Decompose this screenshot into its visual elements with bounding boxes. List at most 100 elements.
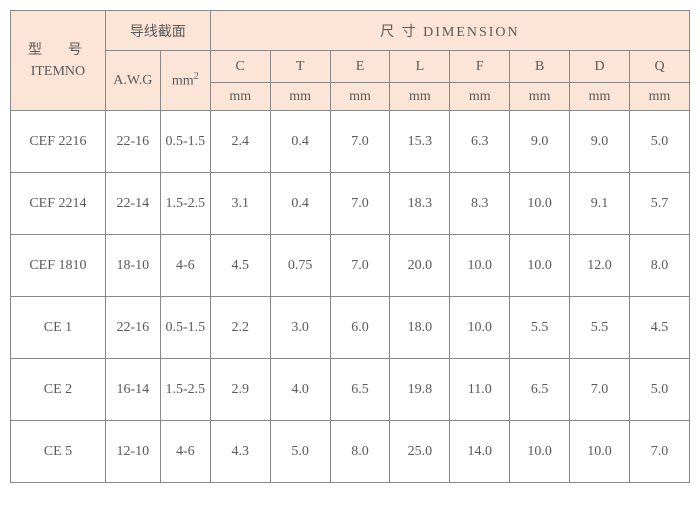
cell-dim: 10.0 <box>570 421 630 483</box>
cell-mm2: 1.5-2.5 <box>160 359 210 421</box>
cell-dim: 7.0 <box>570 359 630 421</box>
cell-dim: 5.7 <box>630 173 690 235</box>
header-unit-E: mm <box>330 83 390 111</box>
cell-dim: 15.3 <box>390 111 450 173</box>
cell-dim: 5.0 <box>630 359 690 421</box>
cell-dim: 6.0 <box>330 297 390 359</box>
cell-dim: 18.3 <box>390 173 450 235</box>
cell-item: CE 1 <box>11 297 106 359</box>
cell-dim: 25.0 <box>390 421 450 483</box>
header-model: 型 号 ITEMNO <box>11 11 106 111</box>
header-dim-E: E <box>330 51 390 83</box>
cell-dim: 10.0 <box>450 297 510 359</box>
cell-mm2: 4-6 <box>160 421 210 483</box>
header-wire-section: 导线截面 <box>105 11 210 51</box>
cell-dim: 8.3 <box>450 173 510 235</box>
cell-dim: 10.0 <box>510 421 570 483</box>
header-awg: A.W.G <box>105 51 160 111</box>
cell-mm2: 1.5-2.5 <box>160 173 210 235</box>
header-model-cn: 型 号 <box>11 40 105 61</box>
header-mm2-text: mm <box>172 74 194 89</box>
cell-mm2: 0.5-1.5 <box>160 297 210 359</box>
cell-dim: 10.0 <box>510 173 570 235</box>
table-row: CE 216-141.5-2.52.94.06.519.811.06.57.05… <box>11 359 690 421</box>
cell-awg: 12-10 <box>105 421 160 483</box>
header-dim-B: B <box>510 51 570 83</box>
table-body: CEF 221622-160.5-1.52.40.47.015.36.39.09… <box>11 111 690 483</box>
cell-awg: 22-14 <box>105 173 160 235</box>
header-dim-L: L <box>390 51 450 83</box>
cell-dim: 9.0 <box>570 111 630 173</box>
cell-awg: 16-14 <box>105 359 160 421</box>
cell-item: CE 2 <box>11 359 106 421</box>
header-model-en: ITEMNO <box>11 61 105 82</box>
cell-dim: 5.5 <box>570 297 630 359</box>
header-unit-C: mm <box>210 83 270 111</box>
cell-dim: 5.5 <box>510 297 570 359</box>
header-row-2: A.W.G mm2 C T E L F B D Q <box>11 51 690 83</box>
cell-dim: 6.5 <box>510 359 570 421</box>
table-row: CEF 221622-160.5-1.52.40.47.015.36.39.09… <box>11 111 690 173</box>
cell-dim: 0.75 <box>270 235 330 297</box>
cell-dim: 4.3 <box>210 421 270 483</box>
header-dim-C: C <box>210 51 270 83</box>
header-unit-T: mm <box>270 83 330 111</box>
cell-dim: 8.0 <box>630 235 690 297</box>
cell-mm2: 4-6 <box>160 235 210 297</box>
spec-table-container: 型 号 ITEMNO 导线截面 尺 寸 DIMENSION A.W.G mm2 … <box>10 10 690 483</box>
cell-dim: 3.1 <box>210 173 270 235</box>
cell-dim: 2.4 <box>210 111 270 173</box>
cell-dim: 2.9 <box>210 359 270 421</box>
cell-dim: 4.5 <box>210 235 270 297</box>
header-dim-D: D <box>570 51 630 83</box>
cell-dim: 9.0 <box>510 111 570 173</box>
table-row: CE 122-160.5-1.52.23.06.018.010.05.55.54… <box>11 297 690 359</box>
cell-dim: 0.4 <box>270 173 330 235</box>
cell-mm2: 0.5-1.5 <box>160 111 210 173</box>
cell-dim: 4.0 <box>270 359 330 421</box>
cell-dim: 20.0 <box>390 235 450 297</box>
cell-dim: 7.0 <box>630 421 690 483</box>
cell-item: CEF 2214 <box>11 173 106 235</box>
header-dim-T: T <box>270 51 330 83</box>
cell-item: CEF 2216 <box>11 111 106 173</box>
cell-dim: 0.4 <box>270 111 330 173</box>
table-header: 型 号 ITEMNO 导线截面 尺 寸 DIMENSION A.W.G mm2 … <box>11 11 690 111</box>
cell-dim: 2.2 <box>210 297 270 359</box>
spec-table: 型 号 ITEMNO 导线截面 尺 寸 DIMENSION A.W.G mm2 … <box>10 10 690 483</box>
cell-dim: 6.3 <box>450 111 510 173</box>
header-unit-F: mm <box>450 83 510 111</box>
cell-dim: 19.8 <box>390 359 450 421</box>
cell-item: CEF 1810 <box>11 235 106 297</box>
header-dimension: 尺 寸 DIMENSION <box>210 11 689 51</box>
header-mm2: mm2 <box>160 51 210 111</box>
cell-dim: 4.5 <box>630 297 690 359</box>
header-unit-D: mm <box>570 83 630 111</box>
cell-dim: 14.0 <box>450 421 510 483</box>
cell-dim: 9.1 <box>570 173 630 235</box>
header-mm2-sup: 2 <box>194 71 199 82</box>
cell-dim: 5.0 <box>270 421 330 483</box>
cell-awg: 18-10 <box>105 235 160 297</box>
cell-dim: 5.0 <box>630 111 690 173</box>
table-row: CE 512-104-64.35.08.025.014.010.010.07.0 <box>11 421 690 483</box>
cell-dim: 7.0 <box>330 111 390 173</box>
header-dim-Q: Q <box>630 51 690 83</box>
header-unit-Q: mm <box>630 83 690 111</box>
cell-awg: 22-16 <box>105 297 160 359</box>
header-row-1: 型 号 ITEMNO 导线截面 尺 寸 DIMENSION <box>11 11 690 51</box>
cell-dim: 3.0 <box>270 297 330 359</box>
cell-dim: 18.0 <box>390 297 450 359</box>
cell-dim: 10.0 <box>510 235 570 297</box>
header-dim-F: F <box>450 51 510 83</box>
cell-dim: 7.0 <box>330 235 390 297</box>
cell-dim: 11.0 <box>450 359 510 421</box>
cell-dim: 6.5 <box>330 359 390 421</box>
cell-dim: 10.0 <box>450 235 510 297</box>
cell-awg: 22-16 <box>105 111 160 173</box>
cell-dim: 8.0 <box>330 421 390 483</box>
header-unit-B: mm <box>510 83 570 111</box>
header-unit-L: mm <box>390 83 450 111</box>
table-row: CEF 181018-104-64.50.757.020.010.010.012… <box>11 235 690 297</box>
cell-item: CE 5 <box>11 421 106 483</box>
